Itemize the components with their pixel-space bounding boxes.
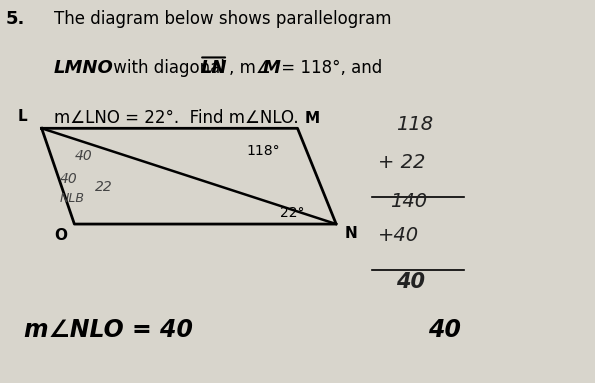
Text: 40: 40 <box>74 149 92 164</box>
Text: +40: +40 <box>378 226 419 245</box>
Text: = 118°, and: = 118°, and <box>276 59 383 77</box>
Text: The diagram below shows parallelogram: The diagram below shows parallelogram <box>54 10 391 28</box>
Text: 118°: 118° <box>247 144 281 158</box>
Text: 40: 40 <box>60 172 77 187</box>
Text: m∠NLO = 40: m∠NLO = 40 <box>24 318 193 342</box>
Text: M: M <box>305 111 320 126</box>
Text: 140: 140 <box>390 192 427 211</box>
Text: + 22: + 22 <box>378 153 425 172</box>
Text: NLB: NLB <box>60 192 84 205</box>
Text: with diagonal: with diagonal <box>108 59 230 77</box>
Text: M: M <box>263 59 281 77</box>
Text: 22: 22 <box>95 180 113 194</box>
Text: O: O <box>54 228 67 243</box>
Text: N: N <box>345 226 358 241</box>
Text: 40: 40 <box>428 318 461 342</box>
Text: LMNO: LMNO <box>54 59 113 77</box>
Text: 40: 40 <box>396 272 425 292</box>
Text: 5.: 5. <box>6 10 26 28</box>
Text: 22°: 22° <box>280 206 304 220</box>
Text: LN: LN <box>201 59 227 77</box>
Text: 118: 118 <box>396 115 433 134</box>
Text: m∠LNO = 22°.  Find m∠NLO.: m∠LNO = 22°. Find m∠NLO. <box>54 109 298 127</box>
Text: L: L <box>17 110 27 124</box>
Text: , m∠: , m∠ <box>229 59 271 77</box>
